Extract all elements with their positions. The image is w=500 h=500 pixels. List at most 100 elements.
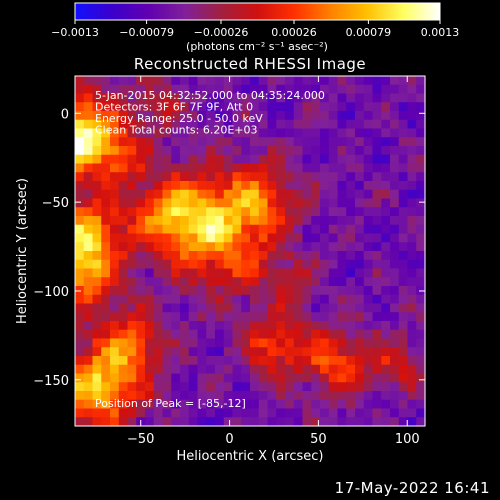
- heatmap-cell: [92, 137, 102, 147]
- heatmap-cell: [180, 242, 190, 252]
- heatmap-cell: [92, 356, 102, 366]
- heatmap-cell: [136, 198, 146, 208]
- heatmap-cell: [328, 338, 339, 348]
- heatmap-cell: [197, 172, 207, 182]
- heatmap-cell: [390, 172, 400, 182]
- heatmap-cell: [407, 233, 417, 243]
- heatmap-cell: [258, 119, 269, 130]
- heatmap-cell: [162, 93, 172, 103]
- heatmap-cell: [363, 119, 374, 130]
- heatmap-cell: [355, 111, 365, 121]
- heatmap-cell: [127, 137, 137, 147]
- heatmap-cell: [241, 364, 251, 375]
- heatmap-cell: [416, 154, 426, 165]
- heatmap-cell: [118, 312, 129, 322]
- heatmap-cell: [215, 259, 225, 270]
- heatmap-cell: [267, 146, 277, 156]
- heatmap-cell: [381, 172, 391, 182]
- heatmap-cell: [83, 303, 94, 313]
- heatmap-cell: [136, 356, 146, 366]
- heatmap-cell: [145, 391, 155, 401]
- heatmap-cell: [180, 338, 190, 348]
- heatmap-cell: [171, 408, 181, 418]
- heatmap-cell: [355, 154, 365, 165]
- heatmap-cell: [206, 329, 216, 340]
- heatmap-cell: [197, 242, 207, 252]
- heatmap-cell: [363, 312, 374, 322]
- heatmap-cell: [241, 268, 251, 278]
- heatmap-cell: [206, 408, 216, 418]
- heatmap-cell: [267, 76, 277, 86]
- heatmap-cell: [101, 364, 111, 375]
- heatmap-cell: [215, 154, 225, 165]
- heatmap-cell: [171, 84, 181, 95]
- heatmap-cell: [145, 382, 155, 392]
- heatmap-cell: [407, 356, 417, 366]
- heatmap-cell: [83, 76, 94, 86]
- heatmap-cell: [285, 277, 295, 287]
- heatmap-cell: [285, 154, 295, 165]
- heatmap-cell: [293, 242, 304, 252]
- heatmap-cell: [145, 259, 155, 270]
- heatmap-cell: [75, 76, 85, 86]
- heatmap-cell: [363, 84, 374, 95]
- heatmap-cell: [171, 399, 181, 410]
- heatmap-cell: [320, 356, 330, 366]
- heatmap-cell: [302, 294, 312, 305]
- heatmap-cell: [293, 321, 304, 331]
- heatmap-cell: [118, 102, 129, 112]
- heatmap-cell: [188, 198, 199, 208]
- heatmap-cell: [206, 154, 216, 165]
- heatmap-cell: [398, 382, 409, 392]
- heatmap-cell: [180, 364, 190, 375]
- heatmap-cell: [215, 303, 225, 313]
- heatmap-cell: [381, 224, 391, 235]
- heatmap-cell: [267, 163, 277, 173]
- heatmap-cell: [258, 321, 269, 331]
- heatmap-cell: [197, 93, 207, 103]
- heatmap-cell: [407, 181, 417, 191]
- heatmap-cell: [276, 347, 286, 357]
- heatmap-cell: [267, 347, 277, 357]
- heatmap-cell: [328, 181, 339, 191]
- heatmap-cell: [153, 356, 164, 366]
- heatmap-cell: [197, 382, 207, 392]
- y-tick-label: 0: [61, 107, 69, 122]
- heatmap-cell: [241, 172, 251, 182]
- heatmap-cell: [232, 286, 242, 296]
- heatmap-cell: [276, 224, 286, 235]
- heatmap-cell: [346, 408, 356, 418]
- heatmap-cell: [276, 154, 286, 165]
- heatmap-cell: [381, 119, 391, 130]
- heatmap-cell: [223, 163, 234, 173]
- heatmap-cell: [250, 277, 260, 287]
- heatmap-cell: [118, 242, 129, 252]
- heatmap-cell: [127, 233, 137, 243]
- heatmap-cell: [75, 294, 85, 305]
- heatmap-cell: [136, 154, 146, 165]
- heatmap-cell: [188, 277, 199, 287]
- heatmap-cell: [118, 93, 129, 103]
- heatmap-cell: [346, 259, 356, 270]
- heatmap-cell: [372, 312, 382, 322]
- heatmap-cell: [302, 382, 312, 392]
- heatmap-cell: [171, 329, 181, 340]
- heatmap-cell: [407, 207, 417, 217]
- heatmap-cell: [250, 154, 260, 165]
- heatmap-cell: [302, 198, 312, 208]
- heatmap-cell: [232, 338, 242, 348]
- heatmap-cell: [145, 119, 155, 130]
- heatmap-cell: [110, 154, 120, 165]
- heatmap-cell: [276, 84, 286, 95]
- heatmap-cell: [162, 268, 172, 278]
- heatmap-cell: [363, 137, 374, 147]
- heatmap-cell: [285, 329, 295, 340]
- heatmap-cell: [267, 356, 277, 366]
- heatmap-cell: [276, 111, 286, 121]
- colorbar-tick-label: 0.0013: [421, 26, 460, 39]
- heatmap-cell: [258, 137, 269, 147]
- heatmap-cell: [250, 146, 260, 156]
- heatmap-cell: [250, 408, 260, 418]
- colorbar-tick-label: −0.00079: [119, 26, 174, 39]
- heatmap-cell: [250, 111, 260, 121]
